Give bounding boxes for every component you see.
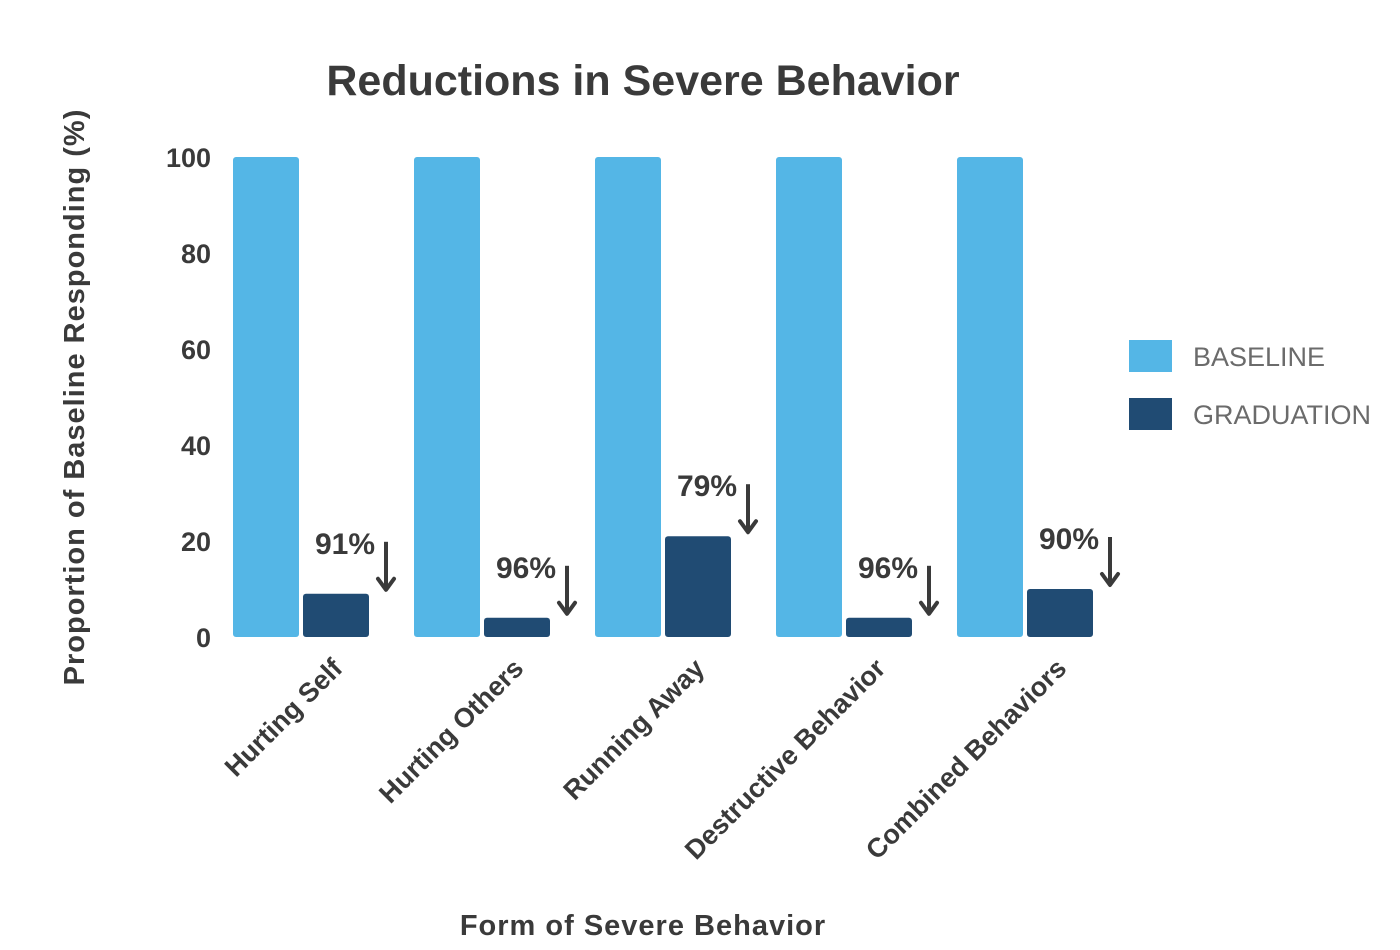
x-tick-labels: Hurting Self Hurting Others Running AwayDe… bbox=[219, 652, 1072, 865]
reduction-label: 90% bbox=[1039, 523, 1099, 556]
reduction-annotations: 91% 96% 79% 96% 90% bbox=[315, 470, 1120, 616]
legend-swatch bbox=[1129, 340, 1172, 372]
y-tick-label: 20 bbox=[181, 527, 211, 557]
y-tick-labels: 0 20 40 60 80 100 bbox=[166, 143, 211, 653]
graduation-bar bbox=[303, 593, 369, 637]
down-arrow-icon bbox=[376, 541, 396, 592]
graduation-bar bbox=[484, 617, 550, 637]
graduation-bar bbox=[1027, 589, 1093, 637]
baseline-bar bbox=[957, 157, 1023, 637]
reduction-label: 96% bbox=[496, 552, 556, 585]
y-tick-label: 40 bbox=[181, 431, 211, 461]
legend: BASELINE GRADUATION bbox=[1129, 340, 1371, 430]
down-arrow-icon bbox=[1100, 537, 1120, 587]
y-tick-label: 80 bbox=[181, 239, 211, 269]
y-axis-label: Proportion of Baseline Responding (%) bbox=[59, 109, 91, 686]
reduction-label: 96% bbox=[858, 552, 918, 585]
baseline-bar bbox=[233, 157, 299, 637]
legend-label: GRADUATION bbox=[1193, 400, 1371, 430]
legend-swatch bbox=[1129, 398, 1172, 430]
y-tick-label: 0 bbox=[196, 623, 211, 653]
x-tick-label: Hurting Others bbox=[373, 653, 529, 809]
bars bbox=[233, 157, 1093, 637]
y-tick-label: 100 bbox=[166, 143, 211, 173]
baseline-bar bbox=[776, 157, 842, 637]
reduction-label: 79% bbox=[677, 470, 737, 503]
legend-label: BASELINE bbox=[1193, 342, 1325, 372]
down-arrow-icon bbox=[919, 565, 939, 616]
x-tick-label: Running Away bbox=[557, 653, 710, 806]
down-arrow-icon bbox=[557, 565, 577, 616]
graduation-bar bbox=[846, 617, 912, 637]
down-arrow-icon bbox=[738, 484, 758, 535]
x-tick-label: Combined Behaviors bbox=[860, 653, 1072, 865]
baseline-bar bbox=[595, 157, 661, 637]
chart-title: Reductions in Severe Behavior bbox=[326, 57, 960, 105]
graduation-bar bbox=[665, 536, 731, 637]
x-tick-label: Destructive Behavior bbox=[679, 653, 892, 866]
baseline-bar bbox=[414, 157, 480, 637]
y-tick-label: 60 bbox=[181, 335, 211, 365]
reduction-label: 91% bbox=[315, 528, 375, 561]
x-tick-label: Hurting Self bbox=[219, 652, 349, 782]
x-axis-label: Form of Severe Behavior bbox=[460, 910, 826, 942]
